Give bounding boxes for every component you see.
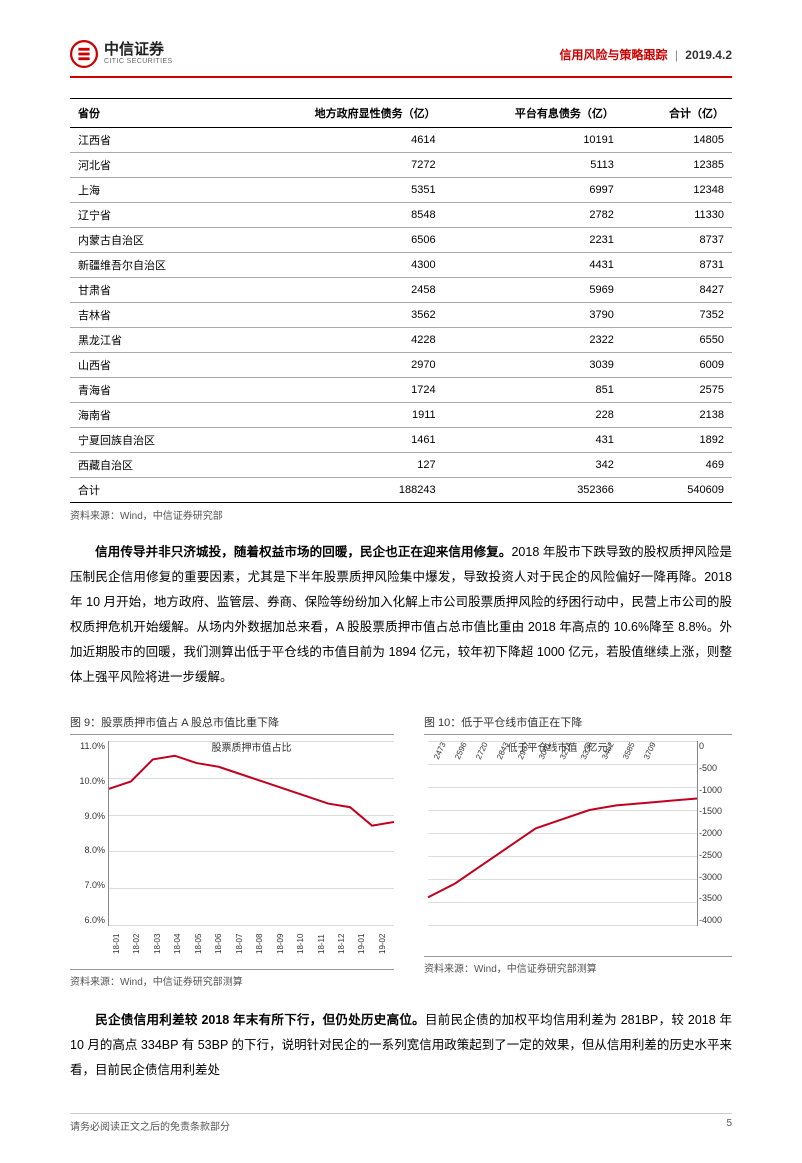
logo: 中信证券 CITIC SECURITIES — [70, 40, 173, 68]
chart1-title: 图 9：股票质押市值占 A 股总市值比重下降 — [70, 714, 394, 735]
para2-lead: 民企债信用利差较 2018 年末有所下行，但仍处历史高位。 — [95, 1013, 425, 1027]
table-row: 宁夏回族自治区14614311892 — [70, 428, 732, 453]
chart2-area: 低于平仓线市值（亿元） 0-500-1000-1500-2000-2500-30… — [428, 741, 698, 926]
table-total-row: 合计188243352366540609 — [70, 478, 732, 503]
table-row: 西藏自治区127342469 — [70, 453, 732, 478]
table-row: 内蒙古自治区650622318737 — [70, 228, 732, 253]
chart-2: 图 10：低于平仓线市值正在下降 低于平仓线市值（亿元） 0-500-1000-… — [424, 714, 732, 988]
logo-text-en: CITIC SECURITIES — [104, 58, 173, 66]
footer-disclaimer: 请务必阅读正文之后的免责条款部分 — [70, 1118, 230, 1133]
chart2-y-axis: 0-500-1000-1500-2000-2500-3000-3500-4000 — [699, 741, 731, 925]
paragraph-1: 信用传导并非只济城投，随着权益市场的回暖，民企也正在迎来信用修复。2018 年股… — [70, 540, 732, 690]
table-row: 吉林省356237907352 — [70, 303, 732, 328]
table-row: 辽宁省8548278211330 — [70, 203, 732, 228]
page-footer: 请务必阅读正文之后的免责条款部分 5 — [70, 1113, 732, 1133]
table-row: 新疆维吾尔自治区430044318731 — [70, 253, 732, 278]
doc-date: 2019.4.2 — [685, 48, 732, 62]
table-row: 江西省46141019114805 — [70, 128, 732, 153]
chart-1: 图 9：股票质押市值占 A 股总市值比重下降 股票质押市值占比 11.0%10.… — [70, 714, 394, 988]
table-row: 山西省297030396009 — [70, 353, 732, 378]
page-header: 中信证券 CITIC SECURITIES 信用风险与策略跟踪 | 2019.4… — [70, 40, 732, 78]
table-source: 资料来源：Wind，中信证券研究部 — [70, 507, 732, 522]
chart1-source: 资料来源：Wind，中信证券研究部测算 — [70, 969, 394, 988]
para1-lead: 信用传导并非只济城投，随着权益市场的回暖，民企也正在迎来信用修复。 — [95, 545, 511, 559]
chart2-source: 资料来源：Wind，中信证券研究部测算 — [424, 956, 732, 975]
charts-row: 图 9：股票质押市值占 A 股总市值比重下降 股票质押市值占比 11.0%10.… — [70, 714, 732, 988]
chart1-line — [109, 741, 394, 925]
chart1-x-axis: 18-0118-0218-0318-0418-0518-0618-0718-08… — [108, 930, 394, 939]
table-header: 平台有息债务（亿） — [444, 99, 622, 128]
doc-title: 信用风险与策略跟踪 — [559, 48, 667, 62]
table-row: 上海5351699712348 — [70, 178, 732, 203]
table-header: 地方政府显性债务（亿） — [231, 99, 443, 128]
header-right: 信用风险与策略跟踪 | 2019.4.2 — [559, 46, 732, 63]
table-row: 黑龙江省422823226550 — [70, 328, 732, 353]
table-row: 青海省17248512575 — [70, 378, 732, 403]
chart1-area: 股票质押市值占比 11.0%10.0%9.0%8.0%7.0%6.0% — [108, 741, 394, 926]
para1-body: 2018 年股市下跌导致的股权质押风险是压制民企信用修复的重要因素，尤其是下半年… — [70, 545, 732, 684]
table-header-row: 省份地方政府显性债务（亿）平台有息债务（亿）合计（亿） — [70, 99, 732, 128]
debt-table: 省份地方政府显性债务（亿）平台有息债务（亿）合计（亿） 江西省461410191… — [70, 98, 732, 503]
table-row: 海南省19112282138 — [70, 403, 732, 428]
chart1-y-axis: 11.0%10.0%9.0%8.0%7.0%6.0% — [71, 741, 105, 925]
paragraph-2: 民企债信用利差较 2018 年末有所下行，但仍处历史高位。目前民企债的加权平均信… — [70, 1008, 732, 1083]
table-header: 省份 — [70, 99, 231, 128]
chart2-title: 图 10：低于平仓线市值正在下降 — [424, 714, 732, 735]
page-number: 5 — [726, 1118, 732, 1133]
chart2-line — [428, 741, 697, 925]
logo-icon — [70, 40, 98, 68]
table-row: 甘肃省245859698427 — [70, 278, 732, 303]
table-header: 合计（亿） — [622, 99, 732, 128]
logo-text-cn: 中信证券 — [104, 42, 173, 59]
table-row: 河北省7272511312385 — [70, 153, 732, 178]
